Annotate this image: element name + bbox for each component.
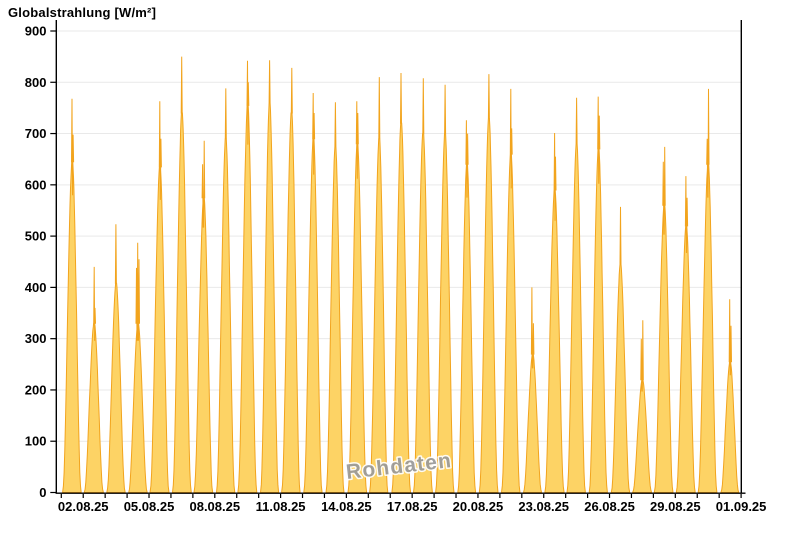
x-axis-label: 02.08.25 — [58, 499, 109, 514]
y-axis-label: 300 — [25, 331, 47, 346]
day-radiation-area — [697, 88, 718, 493]
day-radiation-area — [500, 88, 521, 493]
day-radiation-area — [281, 67, 301, 493]
x-axis-label: 14.08.25 — [321, 499, 372, 514]
y-axis-label: 0 — [39, 485, 46, 500]
y-axis-label: 600 — [25, 177, 47, 192]
day-radiation-area — [631, 320, 653, 493]
x-axis-label: 17.08.25 — [387, 499, 438, 514]
chart-title: Globalstrahlung [W/m²] — [8, 5, 157, 20]
x-axis-label: 05.08.25 — [124, 499, 175, 514]
day-radiation-area — [149, 101, 170, 493]
y-axis-label: 200 — [25, 382, 47, 397]
x-axis-label: 11.08.25 — [256, 499, 306, 514]
y-axis-label: 100 — [25, 434, 47, 449]
day-radiation-area — [478, 74, 499, 493]
x-axis-label: 01.09.25 — [716, 499, 767, 514]
y-axis-label: 900 — [25, 24, 47, 39]
x-axis-label: 29.08.25 — [650, 499, 701, 514]
day-radiation-area — [391, 72, 412, 493]
day-radiation-area — [347, 101, 368, 493]
day-radiation-area — [435, 84, 455, 493]
day-radiation-area — [610, 206, 631, 493]
day-radiation-area — [259, 60, 280, 493]
day-radiation-area — [106, 224, 126, 493]
x-axis-label: 20.08.25 — [453, 499, 504, 514]
y-axis-label: 700 — [25, 126, 47, 141]
day-radiation-area — [522, 287, 543, 493]
day-radiation-area — [675, 176, 696, 493]
day-radiation-area — [720, 299, 740, 493]
day-radiation-area — [588, 96, 608, 493]
day-radiation-area — [653, 146, 674, 493]
day-radiation-area — [83, 266, 105, 493]
day-radiation-area — [369, 77, 389, 493]
day-radiation-area — [303, 92, 323, 493]
day-radiation-area — [412, 78, 433, 493]
x-axis-label: 23.08.25 — [518, 499, 569, 514]
y-axis-label: 500 — [25, 229, 47, 244]
day-radiation-area — [215, 88, 236, 493]
day-radiation-area — [566, 97, 586, 493]
day-radiation-area — [237, 60, 258, 493]
day-radiation-area — [62, 98, 82, 493]
x-axis-label: 26.08.25 — [584, 499, 635, 514]
day-radiation-area — [193, 140, 214, 493]
day-radiation-area — [457, 120, 477, 493]
day-radiation-area — [325, 102, 345, 493]
y-axis-label: 400 — [25, 280, 47, 295]
day-radiation-area — [128, 242, 148, 493]
x-axis-label: 08.08.25 — [189, 499, 240, 514]
day-radiation-area — [544, 132, 565, 493]
day-radiation-area — [171, 56, 192, 493]
y-axis-label: 800 — [25, 75, 47, 90]
